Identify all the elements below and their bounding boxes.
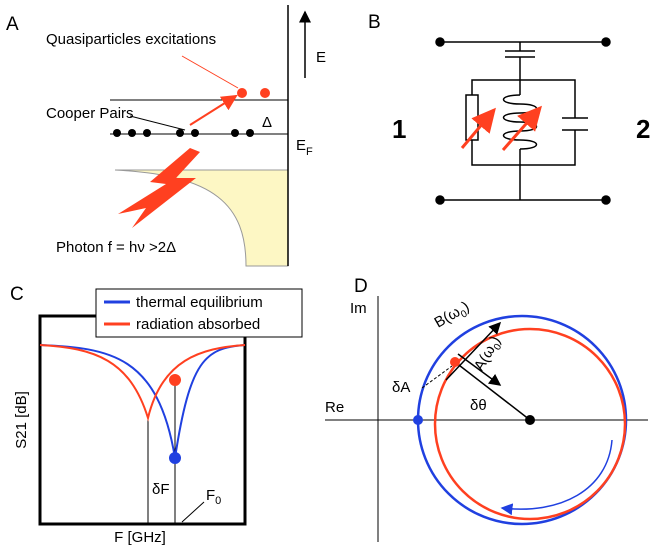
b-label: B(ω0) [432, 298, 474, 334]
b-vector [445, 321, 502, 381]
im-label: Im [350, 300, 367, 317]
x-axis-label: F [GHz] [114, 529, 166, 545]
panel-label: B [368, 12, 381, 33]
port-label: 2 [636, 114, 650, 144]
panel-label: D [354, 276, 368, 297]
pointer [129, 115, 186, 131]
gap-label: Δ [262, 114, 272, 131]
pointer [181, 501, 205, 523]
quasiparticle-label: Quasiparticles excitations [46, 31, 216, 48]
fermi-main: E [296, 137, 306, 154]
circuit-circle [191, 129, 199, 137]
legend-box [95, 288, 303, 338]
circuit-polyline [471, 130, 576, 166]
marker-dot [169, 374, 181, 386]
circuit-circle [231, 129, 239, 137]
absorbed-circle [433, 327, 627, 521]
circuit-path [502, 94, 538, 150]
panel-a: A E Quasiparticles excitations Cooper Pa… [6, 5, 326, 267]
port-label: 1 [392, 114, 406, 144]
rotation-arrow [500, 439, 613, 516]
absorbed-curve [39, 344, 246, 422]
circuit-polyline [471, 79, 576, 118]
photon-label: Photon f = hν >2Δ [56, 239, 176, 256]
fermi-sub: F [306, 146, 313, 158]
b-sub: 0 [459, 308, 470, 321]
circuit-circle [246, 129, 254, 137]
panel-label: C [10, 284, 24, 305]
circuit-circle [113, 129, 121, 137]
delta-theta-label: δθ [470, 397, 487, 414]
b-main: B(ω [432, 303, 464, 331]
a-sub: 0 [492, 342, 505, 353]
panel-b: B 1 2 [368, 12, 650, 205]
circuit-circle [601, 37, 611, 47]
circuit-circle [601, 195, 611, 205]
f0-sub: 0 [215, 495, 221, 507]
a-label: A(ω0) [471, 333, 507, 375]
f0-main: F [206, 487, 215, 504]
circuit-circle [435, 37, 445, 47]
y-axis-label: S21 [dB] [13, 391, 30, 449]
panel-d: D Im Re B(ω0) A(ω0) δA δθ [325, 276, 648, 542]
panel-label: A [6, 14, 19, 35]
band-fill [114, 169, 289, 267]
energy-label: E [316, 49, 326, 66]
panel-c: C thermal equilibrium radiation absorbed… [10, 284, 303, 545]
circuit-line [501, 105, 542, 151]
circuit-circle [435, 195, 445, 205]
cooper-label: Cooper Pairs [46, 105, 134, 122]
quasiparticle [260, 88, 270, 98]
marker-dot [169, 452, 181, 464]
circuit-circle [128, 129, 136, 137]
circuit-line [460, 107, 496, 149]
legend-entry: thermal equilibrium [136, 294, 263, 311]
delta-a-label: δA [392, 379, 410, 396]
f0-label: F0 [206, 487, 221, 507]
pointer [181, 55, 239, 89]
state-dot [413, 415, 423, 425]
circuit-circle [176, 129, 184, 137]
photon-bolt [118, 148, 200, 228]
fermi-label: EF [296, 137, 313, 158]
quasiparticle [237, 88, 247, 98]
cooper-pairs [113, 129, 254, 137]
delta-f-label: δF [152, 481, 170, 498]
legend-entry: radiation absorbed [136, 316, 260, 333]
a-vector [457, 353, 502, 386]
state-dot [450, 357, 460, 367]
excitation-arrow [189, 94, 238, 126]
re-label: Re [325, 399, 344, 416]
center-dot [525, 415, 535, 425]
circuit-circle [143, 129, 151, 137]
pointer [421, 365, 453, 389]
radius-line [454, 361, 531, 421]
